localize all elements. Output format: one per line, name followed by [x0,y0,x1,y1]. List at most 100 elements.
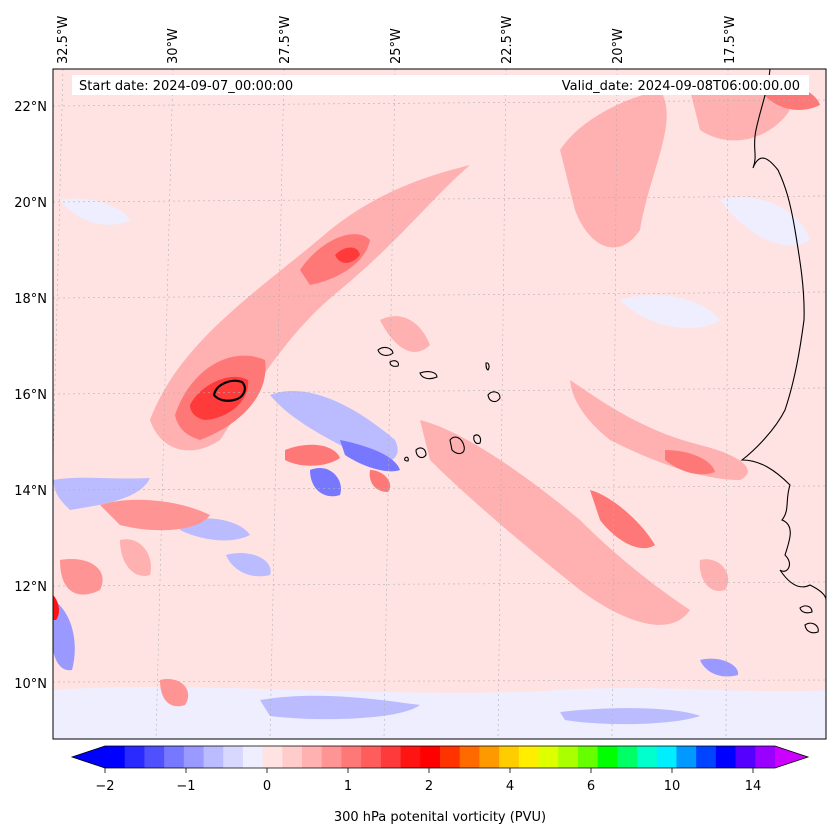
colorbar-cell [321,746,343,768]
lat-label: 14°N [14,484,47,499]
colorbar-cell [302,746,323,768]
colorbar-cell [479,746,500,768]
colorbar-cell [105,746,126,768]
colorbar-cell [696,746,717,768]
pv-negative-region [226,552,271,577]
colorbar-cell [242,746,264,768]
pv-negative-region [53,477,150,510]
cape-verde-island [485,362,490,371]
pv-negative-region [53,600,75,671]
pv-negative-region [60,198,130,225]
pv-2-contour [212,379,246,402]
cape-verde-island [419,371,438,380]
lon-label: 17.5°W [723,16,738,64]
lon-label: 20°W [611,28,626,64]
longitude-labels: 32.5°W 30°W 27.5°W 25°W 22.5°W 20°W 17.5… [56,16,738,64]
colorbar-cells [105,746,776,768]
lat-label: 10°N [14,677,47,692]
colorbar: −2 −1 0 1 2 4 6 10 14 300 hPa potenital … [70,745,810,825]
cape-verde-island [377,346,394,356]
pv-negative-region [560,708,700,725]
pv-positive-region [560,90,667,248]
pv-negative-region [620,295,720,329]
africa-coastline [740,69,826,601]
lon-label: 30°W [166,28,181,64]
colorbar-cell [459,746,481,768]
map-panel: Start date: 2024-09-07_00:00:00 Valid_da… [52,68,827,740]
colorbar-cell [735,746,756,768]
colorbar-tick-label: −1 [176,779,195,794]
pv-positive-region [160,679,189,707]
lat-label: 20°N [14,196,47,211]
colorbar-ticks [104,768,754,773]
cape-verde-island [449,436,465,455]
pv-positive-region [420,420,690,625]
start-date-label: Start date: 2024-09-07_00:00:00 [79,79,293,94]
colorbar-tick-label: −2 [95,779,114,794]
colorbar-tick-label: 4 [506,779,514,794]
colorbar-title: 300 hPa potenital vorticity (PVU) [334,810,546,825]
pv-positive-region [570,380,748,480]
colorbar-cell [164,746,185,768]
lat-label: 18°N [14,292,47,307]
cape-verde-island [404,456,409,462]
graticule [53,69,826,739]
latitude-labels: 22°N 20°N 18°N 16°N 14°N 12°N 10°N [14,100,47,692]
lon-label: 27.5°W [278,16,293,64]
pv-negative-region [53,687,826,739]
cape-verde-island [473,434,482,445]
lat-label: 22°N [14,100,47,115]
colorbar-cell [341,746,362,768]
lon-label: 22.5°W [500,16,515,64]
pv-positive-region [285,444,340,466]
coastline [377,69,826,634]
colorbar-cell [282,746,303,768]
colorbar-cell [518,746,540,768]
pv-positive-region [53,595,60,620]
colorbar-tick-label: 2 [425,779,433,794]
colorbar-cell [400,746,421,768]
pv-negative-region [270,391,398,463]
lon-label: 25°W [389,28,404,64]
bijagos-islands [804,622,819,634]
lat-label: 16°N [14,388,47,403]
colorbar-cell [617,746,638,768]
pv-negative-region [310,468,341,497]
colorbar-cell [637,746,658,768]
colorbar-cell [203,746,224,768]
colorbar-cell [538,746,559,768]
pv-positive-region [380,316,430,352]
pv-positive-region [590,490,655,549]
colorbar-cell [656,746,678,768]
cape-verde-island [389,360,399,367]
pv-negative-region [700,658,739,677]
pv-positive-region [300,234,370,285]
cape-verde-island [415,447,427,459]
pv-negative-region [340,440,400,472]
pv-positive-region [100,499,210,531]
colorbar-cell [440,746,461,768]
colorbar-tick-label: 6 [587,779,595,794]
bijagos-islands [799,605,813,614]
pv-positive-region [369,470,391,492]
colorbar-cell [597,746,618,768]
pv-field [53,85,826,739]
colorbar-cell [144,746,165,768]
colorbar-cell [558,746,579,768]
pv-positive-region [690,85,790,141]
colorbar-cell [715,746,737,768]
colorbar-cell [755,746,776,768]
map-frame [52,68,827,740]
colorbar-tick-label: 10 [664,779,681,794]
colorbar-cell [361,746,382,768]
pv-positive-region [335,247,360,263]
colorbar-cell [420,746,441,768]
info-banner [72,75,809,95]
colorbar-cell [499,746,520,768]
valid-date-label: Valid_date: 2024-09-08T06:00:00.00 [562,79,800,94]
colorbar-tick-label: 0 [263,779,271,794]
colorbar-cell [676,746,697,768]
colorbar-tick-label: 14 [745,779,762,794]
pv-negative-region [260,695,420,720]
